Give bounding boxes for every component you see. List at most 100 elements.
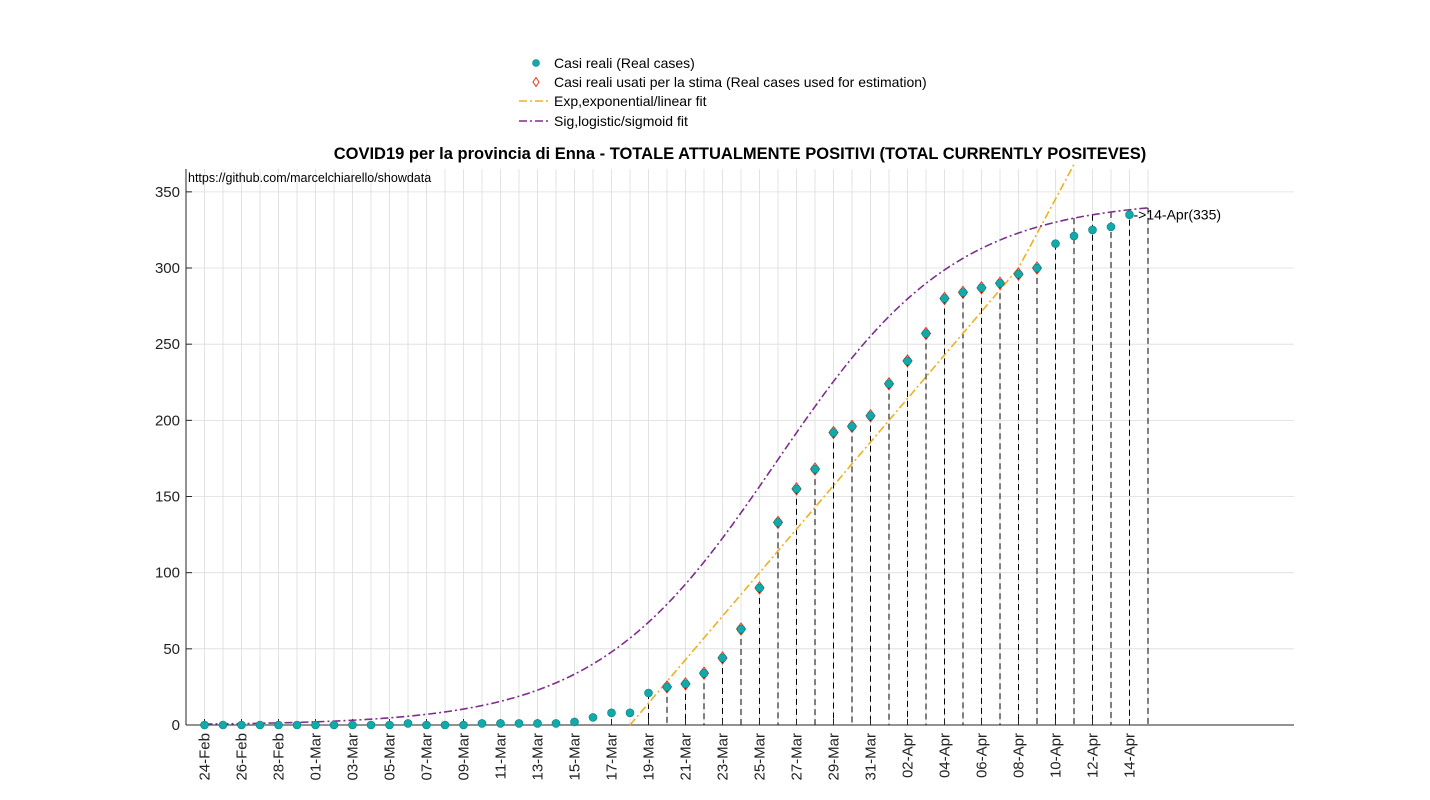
y-ticks: 0 50 100 150 200 250 300 350 [155,184,192,734]
y-tick-label: 150 [155,489,180,506]
x-tick-label: 05-Mar [382,733,399,781]
x-tick-label: 25-Mar [752,733,769,781]
real-case-point [1106,222,1116,232]
real-case-point [255,720,265,730]
real-case-point [718,653,727,663]
real-case-point [440,720,450,730]
y-tick-label: 50 [163,641,180,658]
legend-marker-circle [532,59,540,67]
real-case-point [514,719,524,728]
x-tick-label: 15-Mar [567,733,584,781]
real-case-point [533,719,542,728]
real-case-point [810,464,820,474]
real-case-point [940,294,949,303]
legend-label: Sig,logistic/sigmoid fit [554,113,688,129]
real-case-point [237,720,246,730]
chart-title: COVID19 per la provincia di Enna - TOTAL… [334,145,1147,163]
grid [186,169,1294,726]
legend-label: Exp,exponential/linear fit [554,93,707,109]
real-case-point [847,422,857,431]
x-tick-label: 13-Mar [530,733,547,781]
real-case-point [607,708,616,718]
x-tick-label: 31-Mar [863,733,880,781]
real-case-point [755,583,764,593]
real-case-point [292,720,302,730]
real-case-point [977,283,986,293]
fit-lines [204,164,1149,726]
real-case-point [274,720,283,730]
x-tick-label: 09-Mar [456,733,473,781]
x-tick-label: 27-Mar [789,733,806,781]
legend-entry-sig-fit: Sig,logistic/sigmoid fit [519,113,688,129]
source-url: https://github.com/marcelchiarello/showd… [188,171,431,185]
x-tick-label: 29-Mar [826,733,843,781]
x-tick-label: 23-Mar [715,733,732,781]
real-case-point [736,624,746,634]
real-case-point [200,720,209,730]
x-tick-label: 14-Apr [1122,733,1139,778]
real-case-point [422,720,431,730]
y-tick-label: 300 [155,260,180,277]
real-case-point [1051,239,1060,248]
real-case-point [1032,263,1042,273]
x-tick-label: 28-Feb [271,733,288,781]
real-case-point [1014,269,1023,279]
y-tick-label: 250 [155,336,180,353]
real-case-point [662,682,672,692]
real-case-point [366,720,376,730]
real-case-point [459,720,468,730]
real-case-point [588,713,598,722]
real-case-point [995,278,1005,288]
real-case-point [329,720,339,730]
x-tick-label: 03-Mar [345,733,362,781]
legend-entry-exp-fit: Exp,exponential/linear fit [519,93,707,109]
real-case-point [921,329,931,338]
legend-label: Casi reali (Real cases) [554,55,695,71]
real-case-point [773,518,783,527]
legend-entry-real-cases: Casi reali (Real cases) [532,55,695,71]
real-case-point [551,719,561,728]
sig-fit-line [204,207,1149,725]
vertical-dashed-lines [648,207,1149,725]
real-case-point [884,379,894,389]
x-tick-label: 19-Mar [641,733,658,781]
real-case-point [218,720,228,730]
real-case-point [385,720,394,730]
real-case-point [1088,225,1097,235]
x-ticks: 24-Feb 26-Feb 28-Feb 01-Mar 03-Mar 05-Mar 07-M… [197,719,1139,781]
x-tick-label: 11-Mar [493,733,510,779]
x-tick-label: 06-Apr [974,733,991,778]
real-case-point [496,719,505,728]
legend-label: Casi reali usati per la stima (Real case… [554,74,927,90]
real-case-point [699,668,709,678]
markers [200,210,1134,730]
real-case-point [644,688,653,698]
x-tick-label: 21-Mar [678,733,695,781]
x-tick-label: 02-Apr [900,733,917,778]
x-tick-label: 17-Mar [604,733,621,781]
real-case-point [625,708,635,718]
real-case-point [903,356,912,366]
x-tick-label: 08-Apr [1011,733,1028,778]
real-case-point [1069,231,1079,241]
real-case-point [1125,210,1134,219]
real-case-point [829,428,838,437]
legend-marker-diamond [532,76,540,88]
real-case-point [958,288,968,297]
real-case-point [348,720,357,730]
real-case-point [570,717,579,727]
x-tick-label: 24-Feb [197,733,214,781]
real-case-point [311,720,320,730]
real-case-point [866,411,875,421]
legend: Casi reali (Real cases) Casi reali usati… [519,55,927,129]
real-case-point [403,719,413,728]
legend-entry-used-cases: Casi reali usati per la stima (Real case… [532,74,927,90]
x-tick-label: 26-Feb [234,733,251,781]
real-case-point [792,484,801,494]
x-tick-label: 10-Apr [1048,733,1065,778]
real-case-point [477,719,487,728]
x-tick-label: 01-Mar [308,733,325,781]
real-case-point [681,679,690,689]
x-tick-label: 07-Mar [419,733,436,781]
